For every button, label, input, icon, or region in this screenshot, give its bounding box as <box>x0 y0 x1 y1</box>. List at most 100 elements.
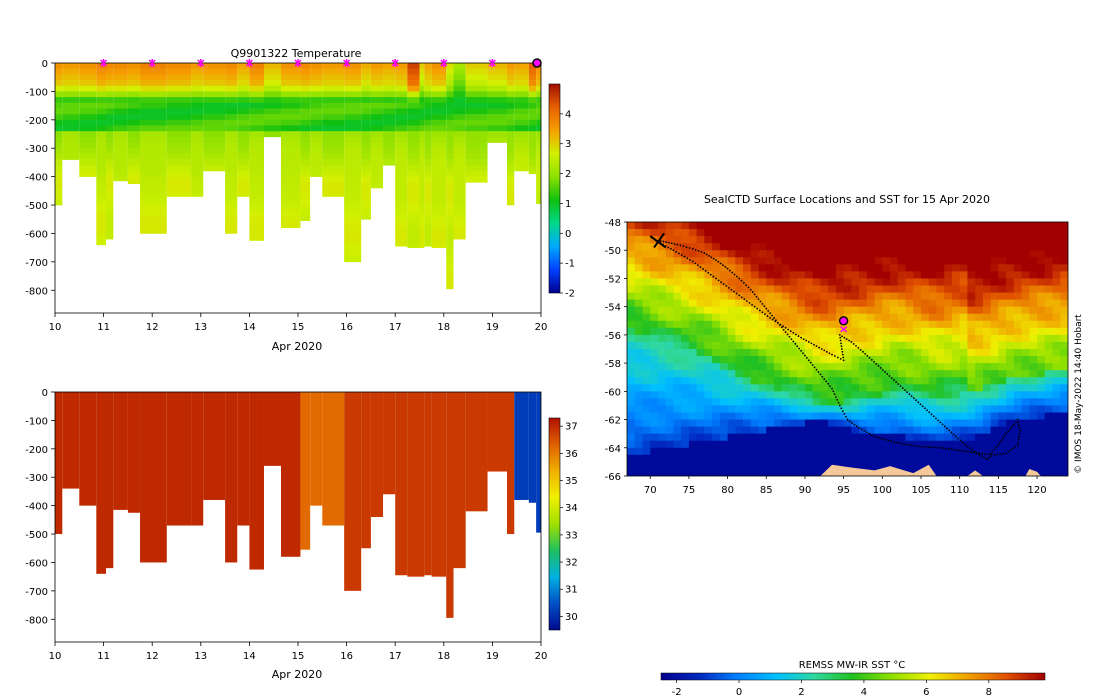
temperature-cell <box>383 125 396 132</box>
sst-cell <box>905 447 914 456</box>
sst-cell <box>797 341 806 350</box>
sst-cell <box>944 299 953 308</box>
temperature-cell <box>322 85 345 92</box>
temperature-cell <box>514 63 529 69</box>
sst-cell <box>1044 320 1053 329</box>
temperature-cell <box>395 222 408 229</box>
temperature-cell <box>113 97 128 104</box>
sst-cell <box>851 292 860 301</box>
sst-cell <box>1021 320 1030 329</box>
temperature-cell <box>280 80 301 87</box>
temperature-cell <box>322 108 345 115</box>
sst-cell <box>828 229 837 237</box>
temperature-cell <box>191 97 204 104</box>
sst-cell <box>789 236 798 244</box>
sst-cell <box>820 334 829 343</box>
sst-cell <box>781 278 790 286</box>
sst-cell <box>828 349 837 357</box>
sst-cell <box>650 433 659 442</box>
sst-cell <box>789 412 798 420</box>
temperature-cell <box>237 176 250 183</box>
sst-cell <box>959 292 968 301</box>
sst-cell <box>673 370 682 378</box>
sst-cell <box>1037 306 1046 315</box>
track-point <box>707 271 710 274</box>
sst-cell <box>781 306 790 315</box>
temperature-cell <box>446 170 454 177</box>
x-tick-label: 13 <box>194 651 207 662</box>
temperature-cell <box>140 227 167 234</box>
sst-cell <box>750 334 759 343</box>
sst-cell <box>719 398 728 406</box>
sst-cell <box>882 377 891 385</box>
sst-cell <box>851 222 860 230</box>
temperature-cell <box>407 193 420 200</box>
sst-cell <box>1029 356 1038 364</box>
sst-cell <box>905 320 914 329</box>
sst-cell <box>897 405 906 413</box>
temperature-cell <box>528 142 537 149</box>
y-tick-label: -300 <box>25 473 48 484</box>
sst-cell <box>1037 419 1046 428</box>
sst-cell <box>665 405 674 413</box>
sst-cell <box>1037 299 1046 308</box>
sst-cell <box>998 356 1007 364</box>
sst-cell <box>657 313 667 322</box>
colorbar-tick-label: -2 <box>565 289 575 300</box>
sst-cell <box>905 433 914 442</box>
temperature-cell <box>300 80 311 87</box>
sst-cell <box>913 454 922 463</box>
sst-cell <box>781 454 790 463</box>
temperature-cell <box>166 153 192 160</box>
sst-cell <box>789 285 798 293</box>
temperature-cell <box>453 91 466 98</box>
sst-cell <box>951 419 961 428</box>
sst-cell <box>743 370 752 378</box>
temperature-cell <box>465 114 488 121</box>
sst-cell <box>990 257 999 265</box>
temperature-cell <box>370 125 384 132</box>
sst-cell <box>982 222 992 230</box>
sst-cell <box>627 391 636 399</box>
temperature-cell <box>249 222 264 229</box>
sst-cell <box>642 299 651 308</box>
temperature-cell <box>424 74 432 81</box>
sst-cell <box>913 461 922 470</box>
sst-cell <box>866 440 875 449</box>
sst-cell <box>781 461 790 470</box>
sst-cell <box>696 229 705 237</box>
sst-cell <box>1044 341 1053 350</box>
sst-cell <box>951 271 961 279</box>
temperature-cell <box>249 102 264 109</box>
sst-cell <box>758 341 767 350</box>
sst-cell <box>866 370 875 378</box>
temperature-cell <box>225 97 238 104</box>
sst-cell <box>627 313 636 322</box>
sst-cell <box>1037 440 1046 449</box>
sst-cell <box>758 405 767 413</box>
sst-cell <box>975 433 984 442</box>
lat-tick-label: -62 <box>605 416 621 427</box>
temperature-cell <box>370 142 384 149</box>
sst-cell <box>774 447 783 456</box>
sst-cell <box>657 285 667 293</box>
temperature-cell <box>407 68 420 75</box>
sst-cell <box>812 306 821 315</box>
sst-cell <box>913 299 922 308</box>
temperature-cell <box>446 153 454 160</box>
temperature-cell <box>431 80 447 87</box>
sst-cell <box>859 299 868 308</box>
sst-cell <box>936 356 945 364</box>
sst-cell <box>1021 243 1030 251</box>
sst-cell <box>851 257 860 265</box>
sst-cell <box>882 363 891 371</box>
temperature-cell <box>431 125 447 132</box>
sst-cell <box>634 405 643 413</box>
temperature-cell <box>225 148 238 155</box>
salinity-cell <box>96 392 107 574</box>
temperature-cell <box>310 159 323 166</box>
sst-cell <box>897 363 906 371</box>
sst-cell <box>967 285 976 293</box>
sst-cell <box>1013 271 1022 279</box>
sst-cell <box>866 229 875 237</box>
